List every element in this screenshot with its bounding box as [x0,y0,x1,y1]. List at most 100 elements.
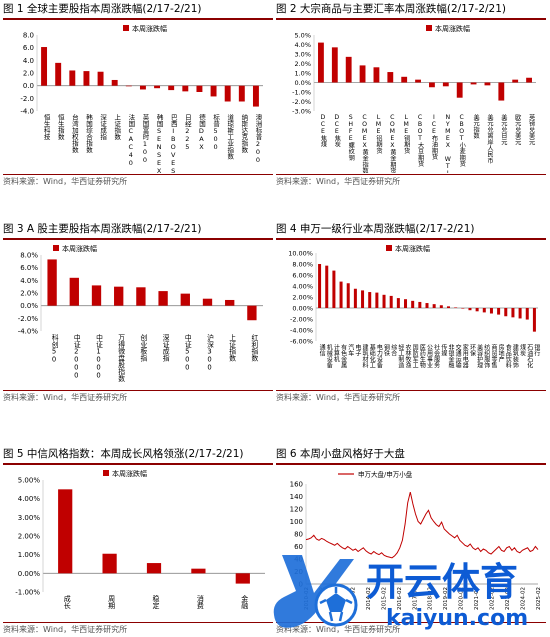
chart-2: 5.0%4.0% 3.0%2.0% 1.0%0.0% -1.0%-2.0% -3.0% 本… [292,24,536,173]
y-tick-label: 100 [290,518,303,526]
panel-5: 图 5 中信风格指数：本周成长风格领涨(2/17-2/21) 5.00% 4.00… [3,445,273,637]
y-tick-label: 0.0% [294,79,311,87]
x-tick-label: 2014-02 [366,587,372,610]
category-label: 农林牧渔 [404,343,411,369]
bar [339,281,343,308]
bar [404,299,408,308]
category-label: CBOT大豆期货 [417,114,424,168]
bar [454,307,458,308]
bar [182,85,189,92]
bar [180,293,190,306]
y-tick-label: 2.0 [23,70,34,78]
series-line [305,491,539,559]
bar [146,563,162,574]
bottom-rule [276,174,546,175]
legend-label: 本周涨跌幅 [395,244,430,253]
bar [504,308,508,317]
y-tick-label: 3.00% [18,514,41,522]
source-note: 资料来源：Wind，华西证券研究所 [3,393,128,402]
category-label: 社会服务 [433,343,440,369]
panel-title: 图 4 申万一级行业本周涨跌幅(2/17-2/21) [276,223,475,235]
category-label: 澳洲标普200 [254,113,262,164]
category-label: 轻工制造 [397,343,404,369]
y-tick-label: 10.00% [288,250,313,258]
category-label: 钢铁 [383,343,390,357]
category-label: 石油石化 [526,344,533,369]
legend-label: 本周涨跌幅 [132,24,167,33]
bottom-rule [3,174,273,175]
category-label: 建筑装饰 [511,343,518,369]
bar [461,308,465,309]
category-label: 红利指数 [250,333,258,362]
category-label: 综合 [390,343,397,357]
x-tick-label: 2018-02 [428,587,434,610]
title-rule [3,238,273,240]
y-tick-label: -1.0% [292,89,311,97]
legend-swatch [386,245,392,251]
bar [225,299,235,306]
x-tick-label: 2019-02 [443,587,449,610]
bar [526,77,532,83]
bar [401,76,408,83]
y-tick-label: 3.0% [294,51,311,59]
category-label: 道琼斯工业指数 [226,113,234,161]
y-tick-label: -4.0 [20,108,34,116]
category-label: 创业板指 [139,333,147,362]
bar [389,295,393,308]
category-label: 非银金融 [447,343,454,369]
y-tick-label: 160 [290,481,303,489]
bar [373,67,380,83]
category-label: 房地产 [497,343,504,363]
category-label: 稳定 [152,594,160,610]
y-tick-label: 1.0% [294,70,311,78]
bar [69,70,76,86]
bar [525,308,529,320]
bar [470,82,477,85]
bar [125,85,132,87]
category-label: 电力设备 [375,343,382,369]
bar [475,308,479,312]
y-tick-label: 0.00% [18,570,41,578]
category-label: DCE焦煤 [319,114,326,149]
bar [375,292,379,308]
y-tick-label: -4.00% [290,327,313,335]
bar [111,79,118,86]
x-tick-label: 2023-02 [505,587,511,610]
category-label: 韩国综合指数 [84,113,92,155]
category-label: 上证指数 [228,333,236,362]
category-label: 成长 [63,594,71,610]
y-tick-label: 0.0 [23,82,34,90]
y-tick-label: 8.0% [20,252,38,260]
watermark-url: kaiyun.com [386,606,528,631]
category-label: DCE焦炭 [333,114,340,149]
x-tick-label: 2021-02 [474,587,480,610]
category-label: 纳斯达克指数 [240,113,248,155]
y-tick-label: -3.0% [292,108,311,116]
y-tick-label: 6.00% [292,272,313,280]
y-tick-label: 2.0% [294,60,311,68]
bar [346,283,350,308]
category-label: 英国富时100 [141,113,149,164]
bar [518,308,522,319]
y-tick-label: 8.0 [23,32,34,40]
category-label: COMEX黄金期货 [389,114,396,173]
category-label: 食品饮料 [504,343,511,369]
y-tick-label: 4.0% [294,41,311,49]
category-label: 恒生指数 [56,113,64,142]
category-label: 欧元兑美元 [514,113,521,146]
bar [331,47,338,83]
x-tick-label: 2020-02 [459,587,465,610]
source-note: 资料来源：Wind，华西证券研究所 [3,177,128,186]
bar [114,286,124,306]
legend-swatch [426,25,432,31]
bar [482,308,486,313]
bar [238,85,245,102]
x-tick-label: 2015-02 [381,587,387,610]
bar [418,301,422,308]
bar [224,85,231,102]
watermark-text: 开云体育 [366,560,518,604]
bar [432,304,436,308]
category-label: 美元兑离岸人民币 [486,113,493,164]
bar [387,72,394,83]
legend-swatch [123,25,129,31]
